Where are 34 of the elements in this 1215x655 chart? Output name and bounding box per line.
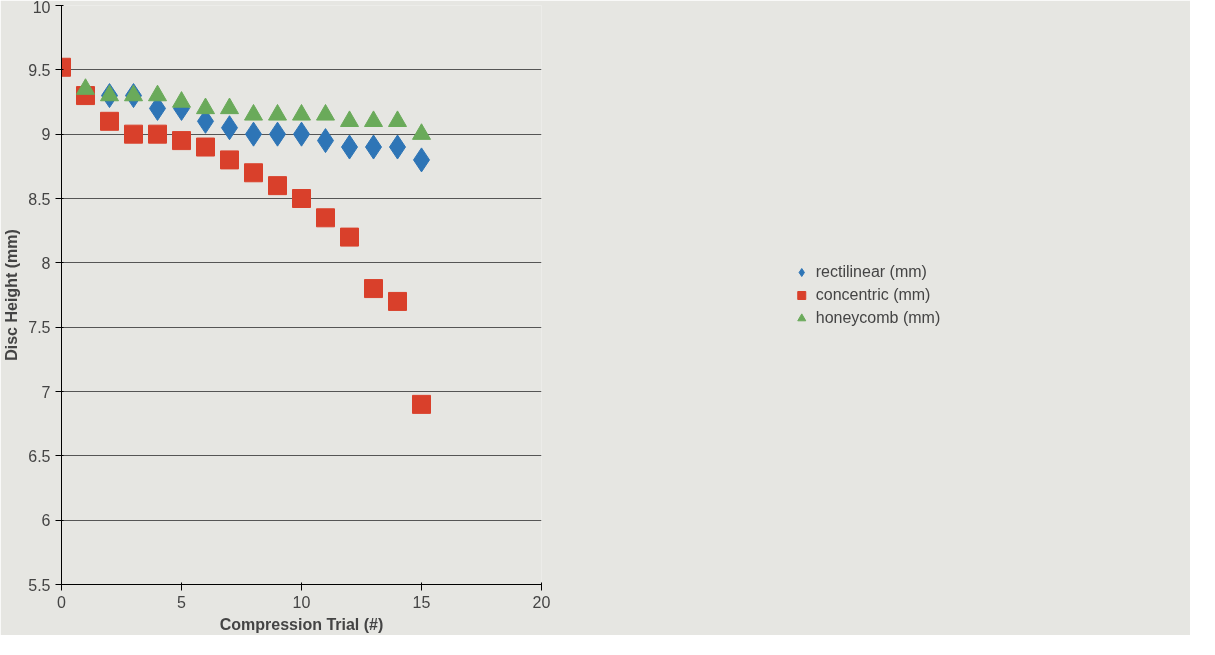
legend-label: rectilinear (mm) — [815, 262, 927, 281]
legend-label: honeycomb (mm) — [815, 308, 941, 327]
x-tick-label: 10 — [292, 593, 311, 611]
y-tick-label: 8.5 — [28, 190, 51, 208]
y-tick-label: 7.5 — [28, 319, 51, 337]
x-tick-label: 0 — [57, 593, 67, 611]
y-tick-label: 5.5 — [28, 576, 51, 594]
point — [100, 111, 119, 131]
point — [388, 291, 407, 311]
point — [148, 124, 167, 144]
point — [292, 189, 311, 208]
y-tick-label: 9.5 — [28, 61, 51, 79]
point — [124, 124, 143, 144]
y-tick-label: 10 — [32, 0, 51, 16]
point — [172, 131, 191, 151]
y-tick-label: 6.5 — [28, 447, 51, 465]
x-axis-title: Compression Trial (#) — [219, 615, 384, 633]
point — [268, 176, 287, 196]
y-tick-label: 8 — [41, 254, 51, 272]
point — [316, 208, 335, 228]
y-tick-label: 6 — [41, 512, 51, 530]
point — [364, 279, 383, 299]
x-tick-label: 5 — [177, 593, 187, 611]
x-tick-label: 15 — [412, 593, 431, 611]
y-tick-label: 9 — [41, 126, 51, 144]
point — [244, 163, 263, 183]
legend-label: concentric (mm) — [815, 285, 931, 304]
y-tick-label: 7 — [41, 383, 51, 401]
y-axis-title: Disc Height (mm) — [3, 229, 21, 361]
x-tick-label: 20 — [532, 593, 551, 611]
point — [412, 394, 431, 414]
point — [196, 137, 215, 157]
point — [340, 227, 359, 247]
point — [220, 150, 239, 170]
